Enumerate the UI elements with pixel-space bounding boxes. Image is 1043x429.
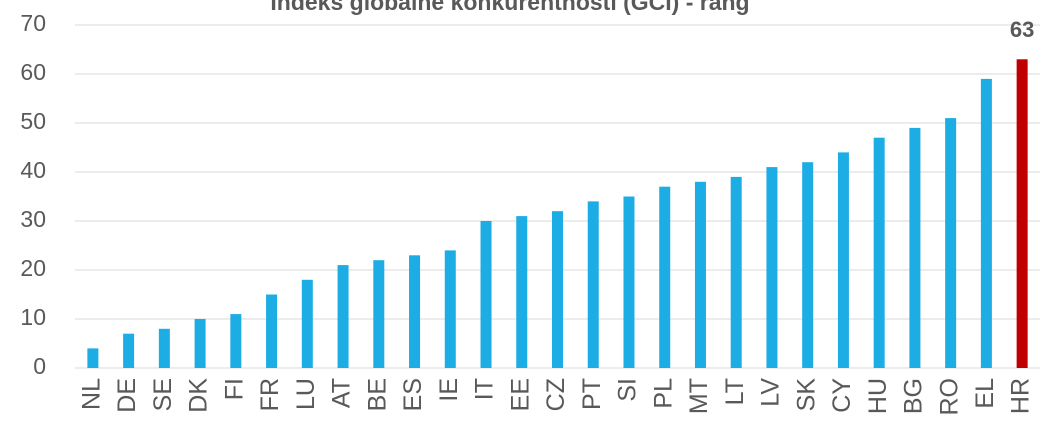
y-tick-label: 40 (20, 157, 46, 183)
x-tick-label: MT (685, 378, 713, 414)
bar (230, 314, 242, 368)
y-tick-label: 70 (20, 10, 46, 36)
bar (337, 265, 349, 368)
x-tick-label: IT (471, 378, 499, 400)
data-label: 63 (1010, 17, 1034, 42)
x-tick-label: ES (399, 378, 427, 411)
y-tick-label: 50 (20, 108, 46, 134)
x-tick-label: BG (900, 378, 928, 414)
bar (194, 319, 206, 368)
x-tick-label: SI (614, 378, 642, 402)
x-tick-label: FI (220, 378, 248, 400)
x-tick-label: SK (792, 378, 820, 412)
x-tick-label: PT (578, 378, 606, 410)
bar (623, 196, 635, 368)
bar (158, 328, 170, 368)
chart-title: Indeks globalne konkurentnosti (GCI) - r… (270, 0, 749, 15)
x-tick-label: HR (1007, 378, 1035, 414)
x-tick-label: DK (185, 378, 213, 413)
x-tick-label: AT (328, 378, 356, 408)
y-tick-label: 60 (20, 59, 46, 85)
bar (837, 152, 849, 368)
x-tick-label: CZ (542, 378, 570, 411)
bar (87, 348, 99, 368)
bar (909, 127, 921, 369)
x-tick-label: IE (435, 378, 463, 402)
x-tick-label: SE (149, 378, 177, 411)
x-tick-label: PL (649, 378, 677, 409)
x-tick-label: LV (757, 378, 785, 407)
bar (730, 176, 742, 368)
x-tick-label: LU (292, 378, 320, 410)
y-tick-label: 0 (33, 353, 46, 379)
bar (659, 186, 671, 368)
bar (444, 250, 456, 368)
bar (409, 255, 421, 368)
x-tick-label: EE (506, 378, 534, 411)
bar (123, 333, 135, 368)
x-tick-label: RO (935, 378, 963, 416)
bar (1016, 59, 1028, 369)
bar (945, 118, 957, 368)
bar (516, 216, 528, 368)
bar (587, 201, 599, 368)
x-tick-label: HU (864, 378, 892, 414)
x-tick-label: LT (721, 378, 749, 405)
bar (980, 78, 992, 369)
bar (266, 294, 278, 368)
y-tick-label: 30 (20, 206, 46, 232)
y-tick-label: 10 (20, 304, 46, 330)
bar (873, 137, 885, 368)
x-tick-label: DE (113, 378, 141, 413)
x-tick-label: FR (256, 378, 284, 411)
bar (766, 167, 778, 368)
bar (480, 221, 492, 368)
x-tick-label: CY (828, 378, 856, 413)
x-tick-label: EL (971, 378, 999, 409)
bar (301, 279, 313, 368)
y-tick-label: 20 (20, 255, 46, 281)
bar (552, 211, 563, 368)
x-tick-label: BE (363, 378, 391, 411)
bar (802, 162, 814, 368)
bar (373, 260, 385, 368)
x-tick-label: NL (77, 378, 105, 410)
bar (694, 181, 706, 368)
